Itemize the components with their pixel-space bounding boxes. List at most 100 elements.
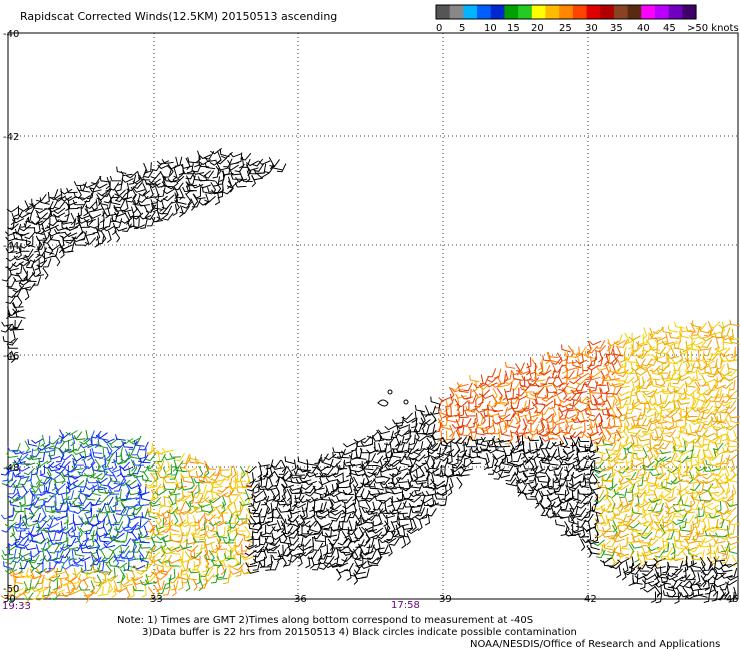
- wind-barb: [642, 471, 651, 482]
- wind-barb: [59, 544, 72, 552]
- wind-barb: [564, 358, 577, 364]
- wind-barb: [522, 464, 535, 470]
- wind-barb: [55, 574, 68, 580]
- wind-barb: [560, 500, 569, 511]
- wind-barb: [54, 526, 67, 534]
- wind-barb: [338, 524, 350, 531]
- wind-barb: [551, 429, 564, 436]
- wind-barb: [137, 501, 150, 507]
- wind-barb: [441, 422, 452, 430]
- wind-barb: [31, 272, 45, 278]
- wind-barb: [53, 207, 66, 215]
- wind-barb: [689, 483, 701, 492]
- wind-barb: [379, 477, 391, 486]
- wind-barb: [526, 410, 532, 423]
- wind-barb: [143, 205, 150, 218]
- wind-barb: [32, 203, 43, 210]
- wind-barb: [686, 449, 694, 460]
- wind-barb: [613, 547, 624, 555]
- wind-barb: [630, 416, 636, 430]
- wind-barb: [561, 362, 568, 374]
- wind-barb: [97, 567, 109, 573]
- wind-barb: [514, 416, 521, 429]
- wind-barb: [574, 406, 580, 419]
- wind-barb: [192, 537, 205, 543]
- wind-barb: [30, 587, 44, 592]
- wind-barb: [726, 533, 739, 539]
- wind-barb: [612, 520, 618, 533]
- wind-barb: [129, 586, 135, 599]
- wind-barb: [60, 454, 73, 461]
- wind-barb: [132, 565, 146, 570]
- colorbar-swatch: [682, 5, 697, 19]
- wind-barb: [283, 525, 294, 535]
- wind-barb: [192, 578, 198, 591]
- wind-barb: [406, 513, 419, 520]
- wind-barb: [496, 382, 510, 388]
- wind-barb: [353, 437, 366, 444]
- wind-barb: [72, 237, 85, 243]
- wind-barb: [715, 592, 727, 601]
- wind-barb: [626, 427, 638, 435]
- time-label-left: 19:33: [2, 601, 31, 612]
- wind-barb: [527, 449, 540, 454]
- wind-barb: [534, 496, 540, 509]
- wind-barb: [521, 449, 534, 454]
- wind-barb: [178, 495, 191, 502]
- wind-barb: [30, 484, 42, 493]
- wind-barb: [413, 447, 426, 455]
- wind-barb: [592, 531, 599, 543]
- wind-barb: [390, 451, 402, 459]
- colorbar-label: 35: [610, 23, 623, 34]
- wind-barb: [145, 162, 152, 174]
- wind-barb: [170, 568, 176, 581]
- wind-barb: [271, 554, 284, 561]
- wind-barb: [284, 456, 295, 465]
- wind-barb: [294, 551, 307, 559]
- wind-barb: [592, 461, 605, 470]
- wind-barb: [215, 574, 228, 580]
- wind-barb: [185, 157, 191, 171]
- wind-barb: [127, 211, 140, 218]
- colorbar-swatch: [627, 5, 642, 19]
- wind-barb: [661, 340, 674, 346]
- wind-barb: [451, 460, 463, 469]
- wind-barb: [35, 495, 48, 501]
- wind-barb: [145, 211, 156, 220]
- wind-barb: [352, 552, 362, 562]
- wind-barb: [228, 520, 240, 529]
- wind-barb: [176, 472, 183, 485]
- wind-barb: [145, 204, 157, 213]
- wind-barb: [691, 344, 702, 352]
- wind-barb: [111, 472, 118, 485]
- wind-barb: [673, 445, 685, 452]
- wind-barb: [456, 476, 463, 489]
- wind-barb: [125, 587, 131, 600]
- wind-barb: [167, 500, 174, 513]
- wind-barb: [634, 443, 648, 449]
- wind-barb: [662, 495, 674, 501]
- wind-barb: [382, 448, 388, 461]
- wind-barb: [20, 494, 26, 507]
- wind-barb: [601, 526, 614, 533]
- wind-barb: [692, 535, 704, 543]
- longitude-label: 45: [726, 594, 739, 605]
- wind-barb: [221, 170, 234, 176]
- wind-barb: [604, 381, 610, 394]
- wind-barb: [521, 479, 534, 485]
- wind-barb: [628, 362, 634, 375]
- wind-barb: [583, 346, 593, 356]
- wind-barb: [464, 411, 476, 417]
- wind-barb: [490, 422, 496, 436]
- wind-barb: [366, 512, 378, 521]
- wind-barb: [265, 521, 278, 527]
- wind-barb: [552, 470, 558, 483]
- wind-barb: [374, 495, 386, 502]
- wind-barb: [401, 536, 407, 549]
- wind-barb: [715, 454, 724, 465]
- wind-barb: [23, 592, 30, 606]
- wind-barb: [713, 466, 724, 476]
- wind-barb: [677, 436, 683, 450]
- wind-barb: [25, 521, 38, 527]
- wind-barb: [689, 552, 702, 557]
